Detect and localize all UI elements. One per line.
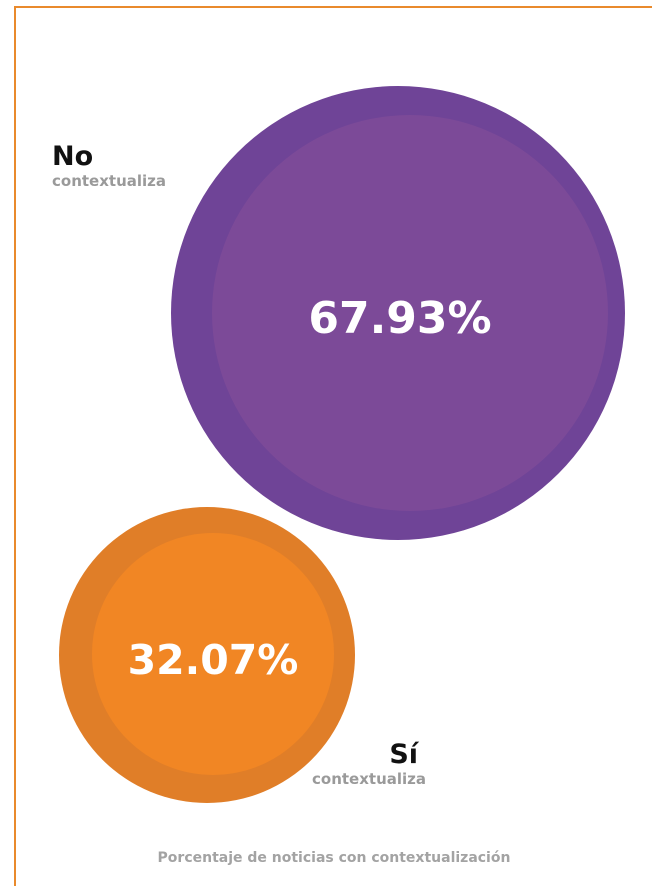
bubble-si-contextualiza: 32.07% — [59, 507, 355, 803]
bubble-si-inner-circle — [92, 533, 334, 775]
label-no-sub: contextualiza — [52, 172, 167, 190]
bubble-si-value-label: 32.07% — [128, 636, 299, 684]
chart-title: Porcentaje de noticias con contextualiza… — [157, 850, 511, 866]
label-no-main: No — [52, 141, 94, 172]
bubble-no-inner-circle — [212, 115, 608, 511]
label-si-sub: contextualiza — [312, 770, 427, 788]
frame-border-left — [14, 6, 16, 886]
label-si-main: Sí — [389, 739, 419, 770]
frame-border-top — [14, 6, 652, 8]
legend-label-no: No contextualiza — [52, 143, 166, 189]
legend-label-si: Sí contextualiza — [312, 741, 426, 787]
bubble-no-contextualiza: 67.93% — [171, 86, 625, 540]
bubble-no-value-label: 67.93% — [308, 293, 491, 344]
